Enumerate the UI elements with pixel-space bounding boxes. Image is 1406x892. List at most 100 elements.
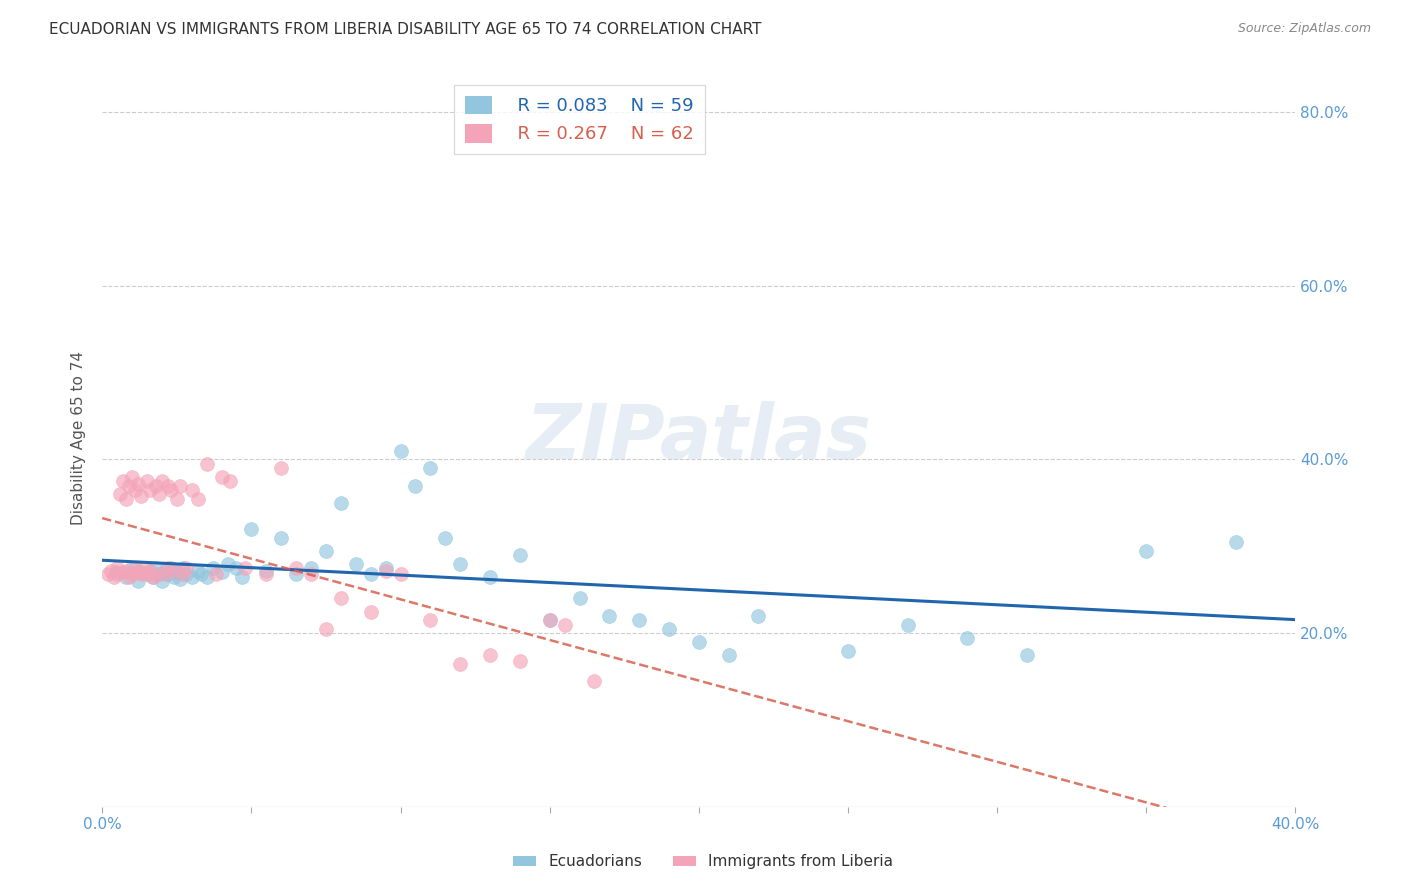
Point bbox=[1015, 648, 1038, 662]
Point bbox=[145, 478, 167, 492]
Point bbox=[145, 567, 167, 582]
Text: ECUADORIAN VS IMMIGRANTS FROM LIBERIA DISABILITY AGE 65 TO 74 CORRELATION CHART: ECUADORIAN VS IMMIGRANTS FROM LIBERIA DI… bbox=[49, 22, 762, 37]
Point bbox=[180, 483, 202, 497]
Point bbox=[270, 461, 292, 475]
Point bbox=[837, 643, 859, 657]
Point bbox=[156, 478, 179, 492]
Point bbox=[112, 474, 135, 488]
Point bbox=[118, 570, 141, 584]
Point bbox=[389, 567, 412, 582]
Point bbox=[434, 531, 457, 545]
Point bbox=[124, 561, 146, 575]
Point bbox=[285, 561, 308, 575]
Point bbox=[374, 561, 396, 575]
Point bbox=[142, 570, 165, 584]
Point bbox=[270, 531, 292, 545]
Point bbox=[240, 522, 263, 536]
Point bbox=[538, 613, 561, 627]
Point bbox=[195, 457, 218, 471]
Point bbox=[156, 561, 179, 575]
Point bbox=[360, 605, 382, 619]
Point bbox=[172, 561, 194, 575]
Point bbox=[169, 573, 191, 587]
Point bbox=[145, 561, 167, 575]
Point bbox=[315, 543, 337, 558]
Point bbox=[115, 491, 138, 506]
Point bbox=[148, 487, 170, 501]
Point bbox=[105, 561, 128, 575]
Point bbox=[897, 617, 920, 632]
Point bbox=[153, 564, 176, 578]
Point bbox=[211, 566, 233, 580]
Point bbox=[121, 567, 143, 582]
Point bbox=[219, 474, 242, 488]
Point bbox=[115, 564, 138, 578]
Point bbox=[204, 567, 226, 582]
Point bbox=[315, 622, 337, 636]
Point bbox=[404, 478, 426, 492]
Point bbox=[254, 564, 277, 578]
Point bbox=[103, 570, 125, 584]
Point bbox=[389, 443, 412, 458]
Point bbox=[688, 635, 710, 649]
Legend: Ecuadorians, Immigrants from Liberia: Ecuadorians, Immigrants from Liberia bbox=[508, 848, 898, 875]
Point bbox=[449, 657, 471, 671]
Point bbox=[583, 673, 606, 688]
Point bbox=[142, 570, 165, 584]
Point bbox=[132, 561, 155, 575]
Point bbox=[254, 567, 277, 582]
Point bbox=[166, 491, 188, 506]
Point bbox=[159, 483, 181, 497]
Text: Source: ZipAtlas.com: Source: ZipAtlas.com bbox=[1237, 22, 1371, 36]
Point bbox=[148, 567, 170, 582]
Point bbox=[419, 613, 441, 627]
Point bbox=[124, 483, 146, 497]
Point bbox=[139, 483, 162, 497]
Point bbox=[136, 567, 159, 582]
Point bbox=[956, 631, 979, 645]
Point bbox=[112, 566, 135, 580]
Point bbox=[554, 617, 576, 632]
Point bbox=[100, 564, 122, 578]
Point bbox=[172, 567, 194, 582]
Point bbox=[115, 570, 138, 584]
Point bbox=[419, 461, 441, 475]
Point bbox=[118, 478, 141, 492]
Point bbox=[479, 570, 502, 584]
Point bbox=[211, 470, 233, 484]
Point bbox=[568, 591, 591, 606]
Point bbox=[166, 566, 188, 580]
Point bbox=[360, 567, 382, 582]
Point bbox=[479, 648, 502, 662]
Point bbox=[1225, 535, 1247, 549]
Point bbox=[159, 561, 181, 575]
Point bbox=[598, 608, 620, 623]
Point bbox=[139, 564, 162, 578]
Point bbox=[153, 567, 176, 582]
Point bbox=[299, 567, 322, 582]
Point bbox=[121, 561, 143, 575]
Point bbox=[174, 567, 197, 582]
Point bbox=[187, 491, 209, 506]
Point bbox=[329, 496, 352, 510]
Point bbox=[1135, 543, 1157, 558]
Legend:   R = 0.083    N = 59,   R = 0.267    N = 62: R = 0.083 N = 59, R = 0.267 N = 62 bbox=[454, 85, 704, 154]
Point bbox=[374, 564, 396, 578]
Point bbox=[121, 470, 143, 484]
Point bbox=[180, 570, 202, 584]
Point bbox=[127, 566, 149, 580]
Point bbox=[156, 567, 179, 582]
Point bbox=[150, 474, 173, 488]
Point bbox=[449, 557, 471, 571]
Point bbox=[509, 654, 531, 668]
Point bbox=[344, 557, 367, 571]
Y-axis label: Disability Age 65 to 74: Disability Age 65 to 74 bbox=[72, 351, 86, 524]
Point bbox=[299, 561, 322, 575]
Point bbox=[108, 487, 131, 501]
Point bbox=[129, 567, 152, 582]
Text: ZIPatlas: ZIPatlas bbox=[526, 401, 872, 475]
Point bbox=[201, 561, 224, 575]
Point bbox=[97, 567, 120, 582]
Point bbox=[285, 567, 308, 582]
Point bbox=[231, 570, 253, 584]
